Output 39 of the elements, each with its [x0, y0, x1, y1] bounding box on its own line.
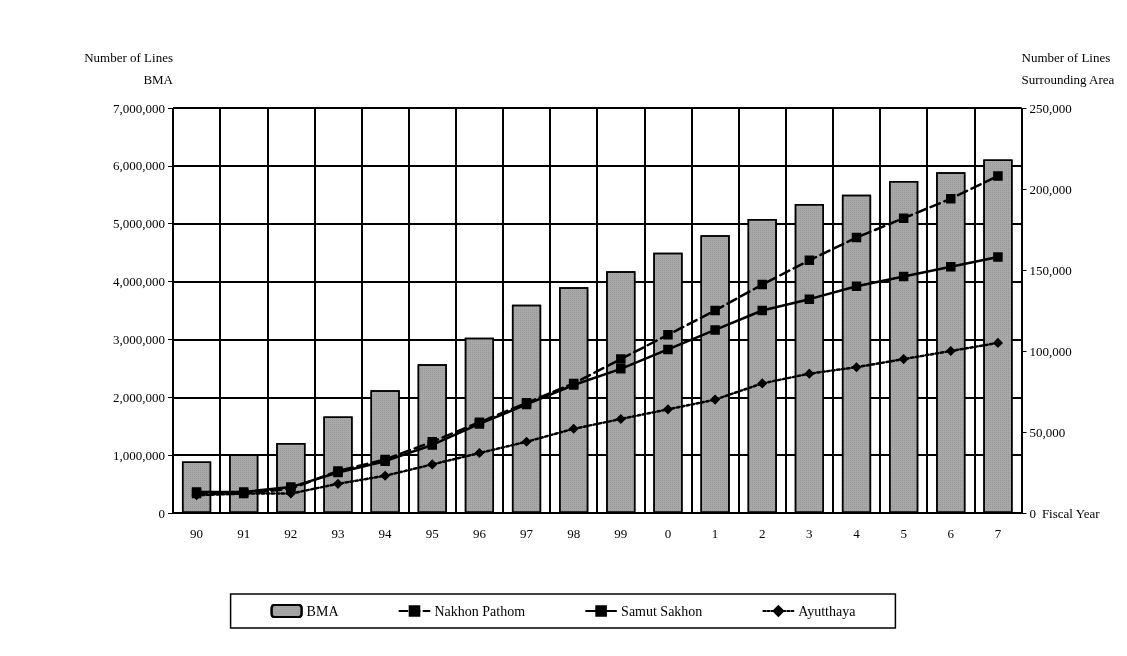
y-tick-label: 2,000,000	[113, 389, 165, 405]
x-tick-label: 94	[378, 526, 393, 541]
x-tick-label: 98	[567, 526, 581, 541]
x-tick-label: 3	[806, 526, 813, 541]
x-tick-label: 97	[520, 526, 534, 541]
legend-label: Ayutthaya	[798, 603, 857, 619]
x-tick-label: 5	[900, 526, 907, 541]
y2-axis-title: Number of Lines Surrounding Area	[1021, 49, 1115, 87]
y2-tick-label: 150,000	[1029, 262, 1072, 278]
y2-tick-label: 250,000	[1029, 100, 1072, 116]
y2-tick-label: 100,000	[1029, 343, 1072, 359]
x-axis-title: Fiscal Year	[1041, 505, 1101, 521]
y-tick-label: 4,000,000	[113, 274, 165, 290]
x-tick-label: 93	[331, 526, 345, 541]
y2-tick-label: 50,000	[1029, 424, 1066, 440]
y-tick-label: 0	[158, 505, 165, 521]
x-tick-label: 1	[711, 526, 719, 541]
legend-label: Nakhon Pathom	[434, 603, 526, 619]
y-tick-label: 6,000,000	[113, 158, 165, 174]
y2-tick-label: 0	[1029, 505, 1036, 521]
y-tick-label: 1,000,000	[113, 447, 165, 463]
x-tick-label: 92	[284, 526, 298, 541]
x-tick-label: 0	[664, 526, 672, 541]
legend-label: BMA	[306, 603, 340, 619]
y2-tick-label: 200,000	[1029, 181, 1072, 197]
x-tick-label: 91	[237, 526, 251, 541]
x-tick-label: 90	[190, 526, 204, 541]
x-tick-label: 99	[614, 526, 628, 541]
x-tick-label: 2	[758, 526, 766, 541]
legend-label: Samut Sakhon	[621, 603, 703, 619]
y-tick-label: 7,000,000	[113, 100, 165, 116]
y-tick-label: 3,000,000	[113, 331, 165, 347]
x-tick-label: 6	[947, 526, 955, 541]
x-tick-label: 96	[472, 526, 487, 541]
y-tick-label: 5,000,000	[113, 216, 165, 232]
y-axis-title: Number of Lines BMA	[84, 49, 174, 87]
x-tick-label: 7	[994, 526, 1002, 541]
x-tick-label: 95	[425, 526, 439, 541]
x-tick-label: 4	[853, 526, 861, 541]
